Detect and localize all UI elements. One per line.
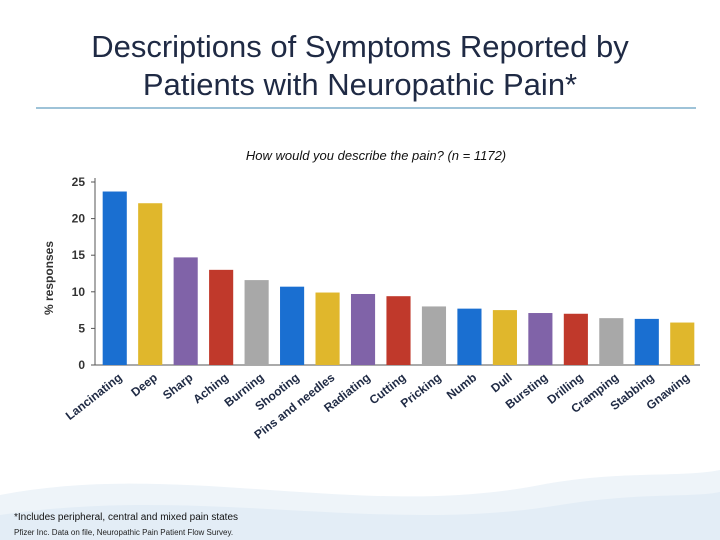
y-tick-label: 10	[72, 285, 86, 299]
y-tick-label: 20	[72, 212, 86, 226]
bar-chart: How would you describe the pain? (n = 11…	[42, 148, 700, 442]
bar-numb	[457, 308, 482, 365]
slide-title-line1: Descriptions of Symptoms Reported by	[91, 29, 629, 64]
bar-lancinating	[102, 191, 127, 365]
slide-title-line2: Patients with Neuropathic Pain*	[142, 67, 578, 102]
slide-title: Descriptions of Symptoms Reported by Pat…	[0, 28, 720, 104]
bar-drilling	[563, 313, 588, 365]
bar-sharp	[173, 257, 198, 365]
chart-title: How would you describe the pain? (n = 11…	[246, 148, 506, 163]
bar-gnawing	[670, 322, 695, 365]
y-tick-label: 15	[72, 248, 86, 262]
y-axis-label: % responses	[42, 241, 56, 315]
y-tick-label: 25	[72, 175, 86, 189]
x-tick-label: Dull	[488, 370, 514, 395]
x-tick-label: Pricking	[398, 370, 444, 410]
title-divider	[36, 107, 696, 109]
bar-shooting	[280, 286, 305, 365]
y-tick-label: 5	[78, 321, 85, 335]
bar-radiating	[350, 293, 376, 365]
bar-burning	[244, 280, 269, 365]
source-citation: Pfizer Inc. Data on file, Neuropathic Pa…	[14, 528, 234, 537]
bar-pins-and-needles	[315, 292, 340, 365]
x-tick-label: Deep	[128, 370, 160, 399]
footnote: *Includes peripheral, central and mixed …	[14, 512, 239, 523]
y-tick-label: 0	[78, 358, 85, 372]
bar-stabbing	[634, 318, 659, 365]
bar-dull	[492, 310, 517, 365]
background-wave-decoration	[0, 470, 720, 540]
bar-bursting	[528, 313, 553, 365]
x-tick-label: Sharp	[160, 370, 195, 402]
bar-aching	[209, 269, 234, 365]
bar-deep	[138, 203, 163, 365]
bar-cramping	[599, 318, 624, 365]
bar-cutting	[386, 296, 411, 365]
bar-pricking	[421, 306, 447, 365]
x-tick-label: Lancinating	[63, 370, 125, 422]
x-tick-label: Numb	[444, 370, 479, 402]
